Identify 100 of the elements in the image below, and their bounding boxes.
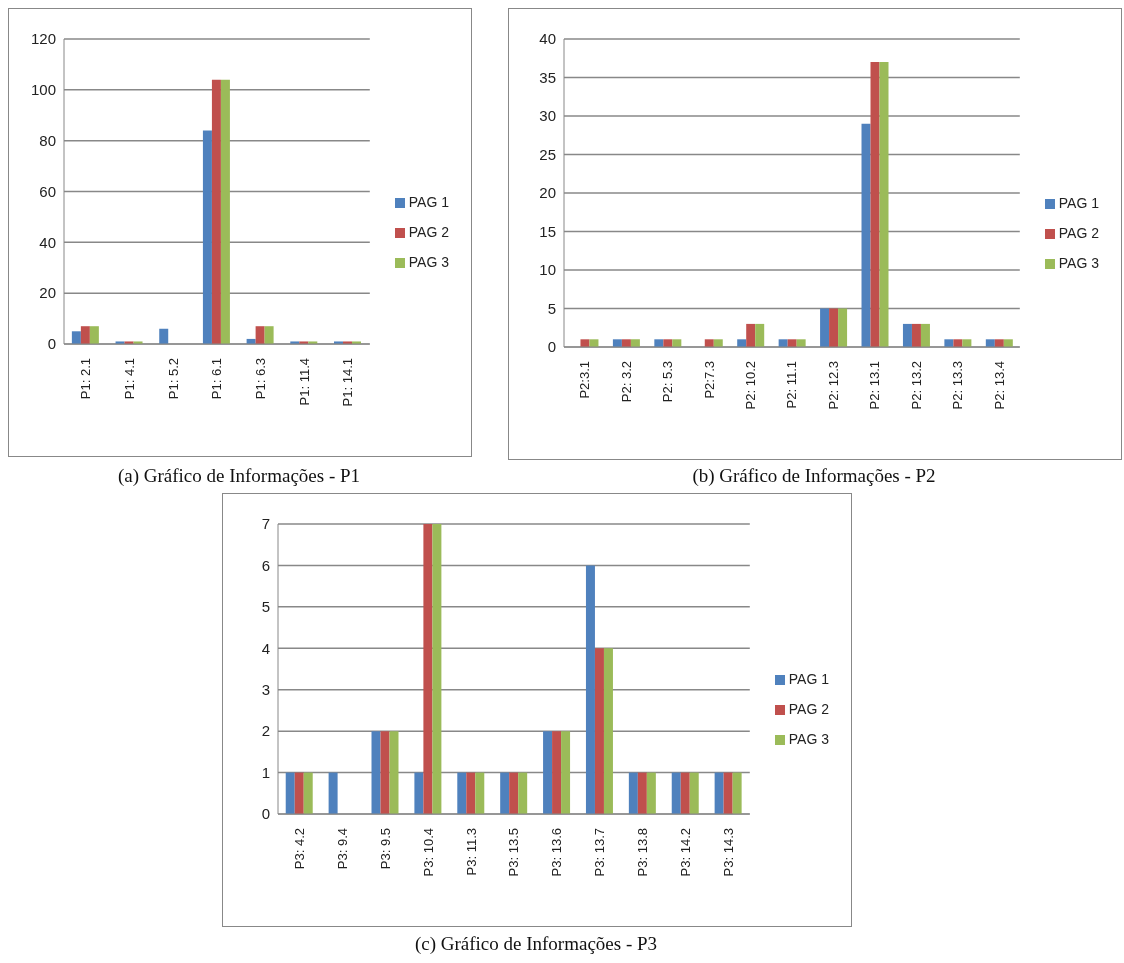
bar — [414, 772, 424, 814]
x-tick-label: P2: 13.1 — [867, 361, 883, 410]
x-tick-label: P2: 10.2 — [742, 361, 758, 410]
bar — [500, 772, 510, 814]
bar — [475, 772, 485, 814]
legend-label: PAG 2 — [1058, 225, 1099, 241]
bar — [732, 772, 742, 814]
bar — [202, 130, 212, 344]
bar — [552, 731, 562, 814]
y-tick-label: 7 — [261, 515, 270, 533]
y-tick-label: 120 — [30, 30, 56, 48]
x-tick-label: P3: 13.6 — [549, 828, 565, 877]
y-tick-label: 4 — [261, 639, 270, 657]
bar — [911, 323, 921, 347]
bar — [713, 339, 723, 347]
y-tick-label: 15 — [539, 222, 556, 240]
bar — [328, 772, 338, 814]
bar — [561, 731, 571, 814]
bar — [723, 772, 733, 814]
bar — [861, 123, 871, 347]
bar — [432, 524, 442, 814]
legend-label: PAG 2 — [788, 701, 829, 717]
y-tick-label: 20 — [539, 184, 556, 202]
bar — [953, 339, 963, 347]
bar — [646, 772, 656, 814]
legend-label: PAG 1 — [788, 671, 829, 687]
bar — [671, 772, 681, 814]
y-tick-label: 6 — [261, 556, 270, 574]
text: (a) Gráfico de Informações - P1 — [116, 465, 362, 487]
bar — [264, 326, 274, 344]
y-tick-label: 80 — [39, 131, 56, 149]
bar — [663, 339, 673, 347]
bar — [509, 772, 519, 814]
x-tick-label: P3: 13.7 — [592, 828, 608, 877]
bar — [985, 339, 995, 347]
bar — [80, 326, 90, 344]
legend-label: PAG 1 — [1058, 195, 1099, 211]
bar — [466, 772, 476, 814]
bar — [89, 326, 99, 344]
y-tick-label: 0 — [547, 338, 556, 356]
bar — [603, 648, 613, 814]
x-tick-label: P3: 10.4 — [420, 828, 436, 877]
legend-label: PAG 3 — [788, 731, 829, 747]
bar — [787, 339, 797, 347]
bar — [621, 339, 631, 347]
y-tick-label: 40 — [539, 30, 556, 48]
bar — [962, 339, 972, 347]
bar — [680, 772, 690, 814]
y-tick-label: 0 — [261, 805, 270, 823]
y-tick-label: 0 — [47, 335, 56, 353]
bar — [594, 648, 604, 814]
bar — [580, 339, 590, 347]
bar — [704, 339, 714, 347]
y-tick-label: 1 — [261, 763, 270, 781]
y-tick-label: 60 — [39, 182, 56, 200]
bar — [303, 772, 313, 814]
bar — [796, 339, 806, 347]
y-tick-label: 35 — [539, 68, 556, 86]
y-tick-label: 10 — [539, 261, 556, 279]
x-tick-label: P1: 6.1 — [209, 358, 225, 400]
y-tick-label: 20 — [39, 284, 56, 302]
legend-label: PAG 3 — [408, 253, 449, 270]
bar — [870, 62, 880, 347]
bar — [755, 323, 765, 347]
bar — [159, 328, 169, 344]
x-tick-label: P1: 2.1 — [78, 358, 94, 400]
bar — [902, 323, 912, 347]
bar — [672, 339, 682, 347]
x-tick-label: P3: 14.2 — [677, 828, 693, 877]
bar — [380, 731, 390, 814]
y-tick-label: 2 — [261, 722, 270, 740]
x-tick-label: P2:7.3 — [701, 361, 717, 399]
bar — [255, 326, 265, 344]
bar — [543, 731, 553, 814]
text: (c) Gráfico de Informações - P3 — [413, 933, 659, 955]
bar — [71, 331, 81, 344]
bar — [879, 62, 889, 347]
bar — [838, 308, 848, 347]
bar — [630, 339, 640, 347]
bar — [371, 731, 381, 814]
x-tick-label: P1: 6.3 — [253, 358, 269, 400]
text: (b) Gráfico de Informações - P2 — [691, 465, 937, 487]
bar — [920, 323, 930, 347]
bar — [518, 772, 528, 814]
bar — [829, 308, 839, 347]
bar — [211, 79, 221, 344]
x-tick-label: P3: 4.2 — [291, 828, 307, 870]
y-tick-label: 100 — [30, 81, 56, 99]
x-tick-label: P3: 13.8 — [635, 828, 651, 877]
bar — [994, 339, 1004, 347]
bar — [423, 524, 433, 814]
x-tick-label: P3: 14.3 — [720, 828, 736, 877]
y-tick-label: 3 — [261, 681, 270, 699]
x-tick-label: P2: 13.4 — [991, 361, 1007, 410]
legend-label: PAG 3 — [1058, 255, 1099, 271]
bar — [737, 339, 747, 347]
bar — [585, 565, 595, 814]
x-tick-label: P3: 9.5 — [377, 828, 393, 870]
x-tick-label: P1: 14.1 — [340, 358, 356, 407]
x-tick-label: P2: 3.2 — [618, 361, 634, 403]
